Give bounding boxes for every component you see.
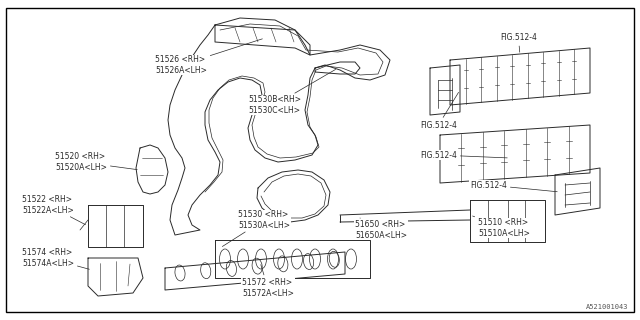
Text: 51574 <RH>
51574A<LH>: 51574 <RH> 51574A<LH> [22, 248, 90, 269]
Text: 51572 <RH>
51572A<LH>: 51572 <RH> 51572A<LH> [242, 265, 294, 298]
Text: 51526 <RH>
51526A<LH>: 51526 <RH> 51526A<LH> [155, 39, 262, 75]
Text: 51650 <RH>
51650A<LH>: 51650 <RH> 51650A<LH> [355, 218, 407, 240]
Text: 51510 <RH>
51510A<LH>: 51510 <RH> 51510A<LH> [472, 216, 530, 238]
Text: 51520 <RH>
51520A<LH>: 51520 <RH> 51520A<LH> [55, 152, 137, 172]
Text: A521001043: A521001043 [586, 304, 628, 310]
Text: FIG.512-4: FIG.512-4 [500, 34, 537, 52]
Text: 51530B<RH>
51530C<LH>: 51530B<RH> 51530C<LH> [248, 69, 335, 115]
Text: FIG.512-4: FIG.512-4 [420, 92, 458, 130]
Text: FIG.512-4: FIG.512-4 [420, 150, 508, 159]
Text: 51530 <RH>
51530A<LH>: 51530 <RH> 51530A<LH> [222, 210, 290, 246]
Text: FIG.512-4: FIG.512-4 [470, 180, 557, 192]
Text: 51522 <RH>
51522A<LH>: 51522 <RH> 51522A<LH> [22, 195, 86, 225]
